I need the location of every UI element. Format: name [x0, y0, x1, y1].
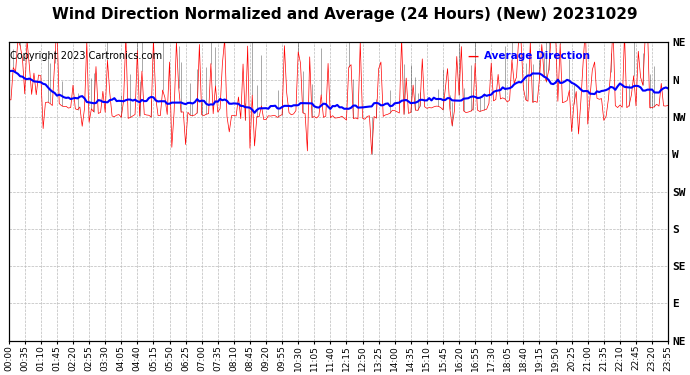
Text: —: —	[467, 51, 478, 61]
Text: Copyright 2023 Cartronics.com: Copyright 2023 Cartronics.com	[10, 51, 162, 61]
Text: Average Direction: Average Direction	[484, 51, 589, 61]
Text: Wind Direction Normalized and Average (24 Hours) (New) 20231029: Wind Direction Normalized and Average (2…	[52, 8, 638, 22]
